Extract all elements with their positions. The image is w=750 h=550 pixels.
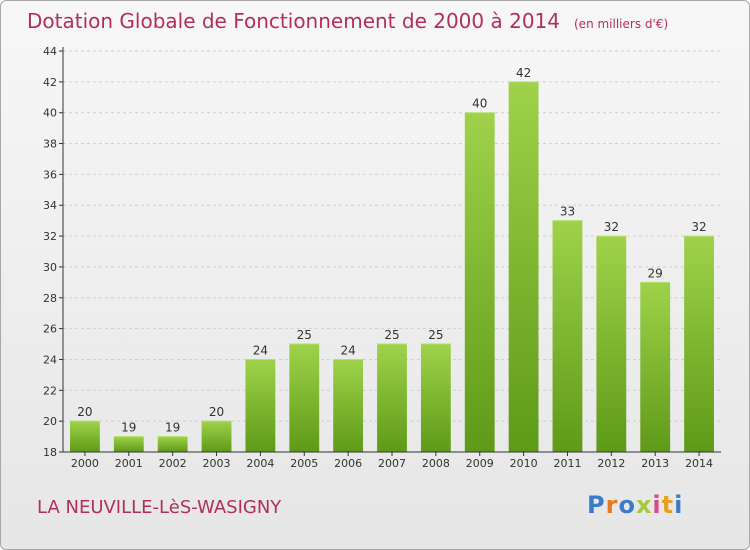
x-tick-label: 2002 [159, 457, 187, 470]
data-label: 29 [648, 266, 663, 280]
bar [289, 344, 320, 452]
y-tick-label: 32 [43, 230, 57, 243]
x-tick-label: 2005 [290, 457, 318, 470]
y-tick-label: 24 [43, 353, 57, 366]
chart-title-text: Dotation Globale de Fonctionnement de 20… [27, 9, 560, 33]
data-label: 19 [165, 421, 180, 435]
logo-letter: x [635, 491, 653, 519]
logo-letter: i [652, 491, 662, 519]
x-tick-label: 2007 [378, 457, 406, 470]
chart-title: Dotation Globale de Fonctionnement de 20… [27, 9, 668, 33]
x-tick-label: 2014 [685, 457, 713, 470]
y-tick-label: 34 [43, 199, 57, 212]
x-tick-label: 2006 [334, 457, 362, 470]
data-label: 32 [691, 220, 706, 234]
data-label: 25 [384, 328, 399, 342]
bar [245, 359, 276, 452]
bar [70, 421, 100, 452]
y-tick-label: 40 [43, 107, 57, 120]
x-tick-label: 2000 [71, 457, 99, 470]
data-label: 20 [77, 405, 92, 419]
y-tick-label: 26 [43, 323, 57, 336]
chart-unit: (en milliers d'€) [574, 17, 669, 31]
proxiti-logo: Proxiti [587, 491, 683, 519]
bar [113, 436, 144, 452]
x-tick-label: 2004 [246, 457, 274, 470]
x-tick-label: 2009 [466, 457, 494, 470]
bar [684, 236, 714, 452]
y-tick-label: 18 [43, 446, 57, 459]
logo-letter: i [674, 491, 684, 519]
bar [377, 344, 407, 452]
y-tick-label: 28 [43, 292, 57, 305]
y-tick-label: 36 [43, 168, 57, 181]
bar [157, 436, 188, 452]
data-label: 25 [428, 328, 443, 342]
bar [201, 421, 232, 452]
bar [508, 81, 539, 452]
data-label: 25 [297, 328, 312, 342]
x-tick-label: 2011 [553, 457, 581, 470]
y-tick-label: 38 [43, 138, 57, 151]
bar [552, 220, 583, 452]
x-tick-label: 2012 [597, 457, 625, 470]
bar [640, 282, 671, 452]
bar [464, 112, 495, 452]
data-label: 40 [472, 97, 487, 111]
bar [333, 359, 364, 452]
bar [596, 236, 627, 452]
y-tick-label: 44 [43, 45, 57, 58]
logo-letter: o [618, 491, 636, 519]
x-tick-label: 2013 [641, 457, 669, 470]
y-tick-label: 42 [43, 76, 57, 89]
data-label: 32 [604, 220, 619, 234]
data-label: 24 [340, 343, 355, 357]
y-tick-label: 22 [43, 384, 57, 397]
x-tick-label: 2001 [115, 457, 143, 470]
commune-name: LA NEUVILLE-LèS-WASIGNY [37, 497, 282, 518]
logo-letter: r [605, 491, 619, 519]
y-tick-label: 20 [43, 415, 57, 428]
data-label: 20 [209, 405, 224, 419]
bar [420, 344, 451, 452]
y-tick-label: 30 [43, 261, 57, 274]
x-tick-label: 2008 [422, 457, 450, 470]
data-label: 24 [253, 343, 268, 357]
x-tick-label: 2003 [203, 457, 231, 470]
data-label: 19 [121, 421, 136, 435]
data-label: 42 [516, 66, 531, 80]
logo-letter: P [587, 491, 606, 519]
logo-letter: t [661, 491, 675, 519]
data-label: 33 [560, 205, 575, 219]
x-tick-label: 2010 [510, 457, 538, 470]
